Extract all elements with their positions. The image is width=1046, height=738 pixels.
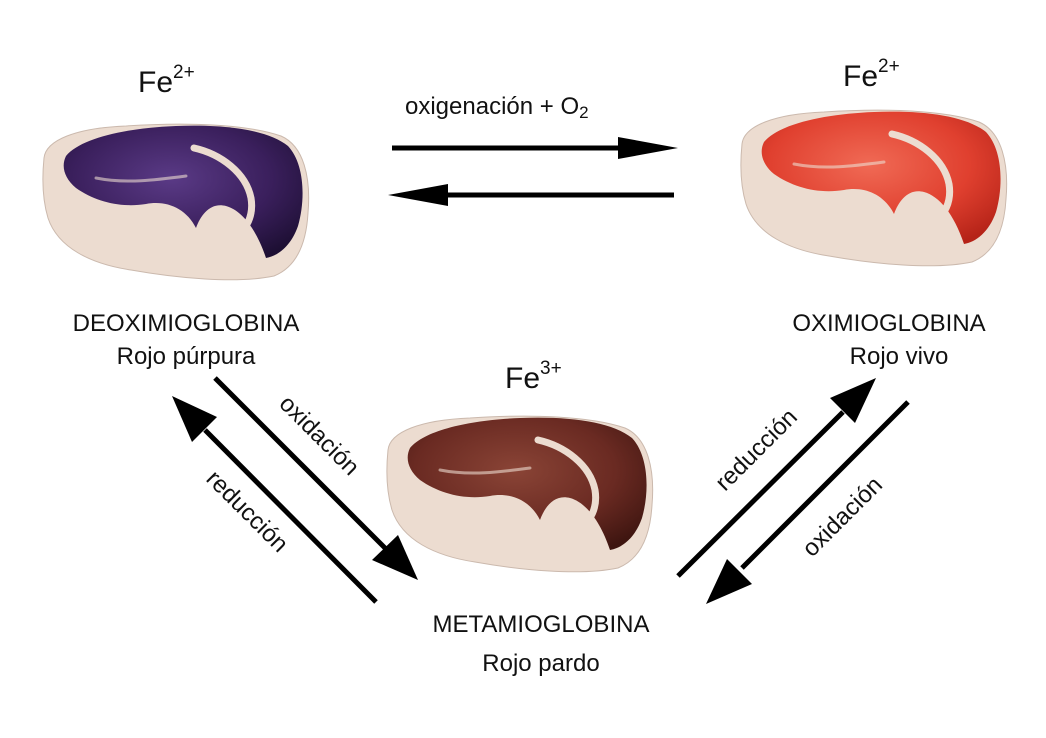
deoxy-iron-label: Fe2+	[138, 62, 195, 99]
deoxy-to-met-oxidation-label: oxidación	[274, 390, 365, 481]
met-color-name: Rojo pardo	[482, 650, 599, 677]
oxy-to-met-oxidation-arrow	[706, 400, 910, 604]
oxymyoglobin-steak-image	[740, 109, 1008, 267]
oxygenation-label: oxigenación + O2	[405, 93, 589, 122]
met-to-deoxy-reduction-arrow	[172, 396, 378, 604]
deoxygenation-arrow	[388, 184, 674, 206]
deoxy-color-name: Rojo púrpura	[117, 343, 256, 370]
met-state-name: METAMIOGLOBINA	[433, 611, 650, 638]
oxy-color-name: Rojo vivo	[850, 343, 949, 370]
met-to-deoxy-reduction-label: reducción	[201, 465, 294, 558]
met-to-oxy-reduction-label: reducción	[710, 404, 803, 497]
oxy-iron-label: Fe2+	[843, 56, 900, 93]
oxy-state-name: OXIMIOGLOBINA	[792, 310, 985, 337]
oxy-to-met-oxidation-label: oxidación	[797, 471, 888, 562]
oxygenation-arrow	[392, 137, 678, 159]
deoxymyoglobin-steak-image	[42, 123, 310, 281]
metmyoglobin-steak-image	[386, 415, 654, 573]
deoxy-to-met-oxidation-arrow	[213, 376, 418, 580]
met-iron-label: Fe3+	[505, 358, 562, 395]
deoxy-state-name: DEOXIMIOGLOBINA	[73, 310, 300, 337]
met-to-oxy-reduction-arrow	[676, 378, 876, 578]
